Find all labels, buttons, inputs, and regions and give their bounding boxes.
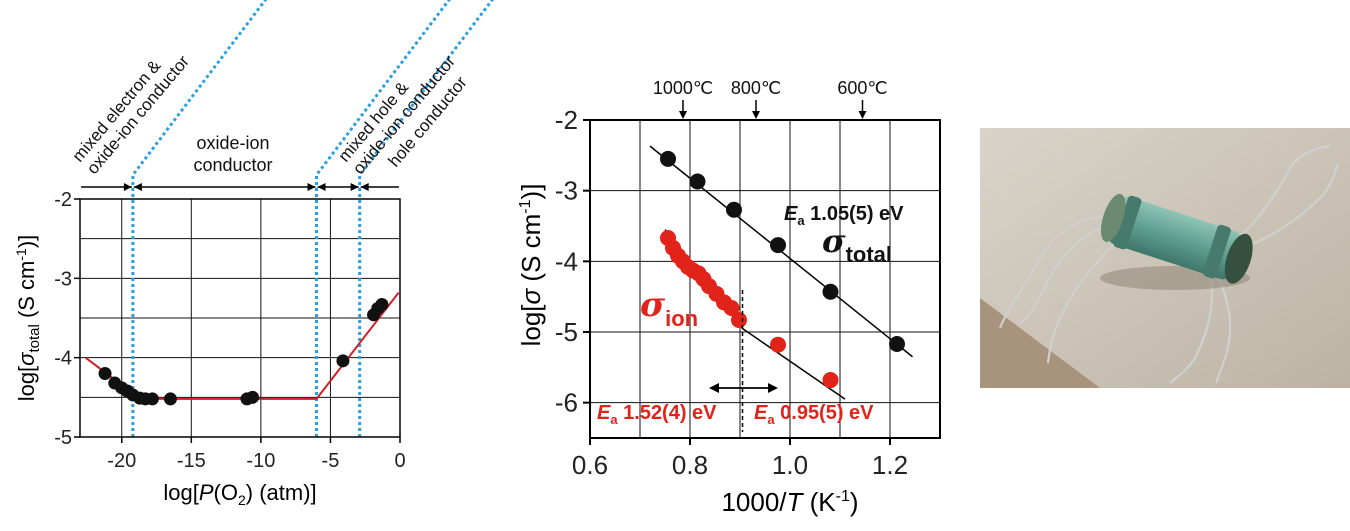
chart1-ylabel: log[σtotal (S cm-1)] [13, 235, 43, 402]
chart1-arrowhead [317, 183, 326, 191]
chart1-y-tick-label: -5 [54, 427, 72, 449]
chart1-y-tick-label: -4 [54, 348, 72, 370]
chart2-point-total [822, 283, 839, 300]
chart2: 0.6 0.8 1.0 1.2 -2 -3 -4 -5 -6 1000℃ 800℃ 600℃ Ea … [516, 78, 941, 517]
chart1-point [163, 392, 177, 406]
chart2-point-total [770, 237, 786, 254]
chart2-point-total [726, 201, 742, 218]
chart2-top-arrowhead [752, 111, 760, 119]
chart2-top-arrowhead [679, 111, 687, 119]
chart2-y-tick-label: -4 [555, 246, 578, 276]
chart2-top-label: 800℃ [731, 78, 781, 98]
chart1-arrowhead [123, 183, 132, 191]
chart2-point-total [660, 150, 676, 167]
chart1-boundary-line [315, 0, 451, 437]
chart2-point-total [889, 336, 905, 353]
chart2-top-label: 1000℃ [653, 78, 713, 98]
chart2-x-tick-label: 1.0 [772, 450, 808, 480]
chart1-point [145, 392, 159, 406]
chart1-arrowhead [133, 183, 142, 191]
chart1-x-tick-label: 0 [394, 450, 405, 472]
chart1-boundary-line [131, 0, 268, 437]
chart2-x-tick-label: 0.8 [672, 450, 708, 480]
chart1-x-tick-label: -5 [322, 450, 340, 472]
chart1-point [246, 390, 260, 404]
chart1-tick-labels: -20 -15 -10 -5 0 -2 -3 -4 -5 [54, 189, 405, 472]
chart1-region-label-oxide-ion: oxide-ion conductor [193, 133, 272, 175]
chart2-point-ion [723, 299, 740, 316]
chart1-y-tick-label: -2 [54, 189, 72, 211]
sample-photo-drawing [980, 128, 1350, 388]
sample-photo [980, 128, 1350, 388]
chart2-data-points [660, 150, 905, 389]
chart2-series-total-label: σtotal [822, 222, 892, 267]
chart2-y-tick-label: -2 [555, 105, 578, 135]
chart2-point-ion [822, 372, 839, 389]
chart1-arrowhead [360, 183, 369, 191]
chart1-region-boundaries [131, 0, 494, 437]
chart2-top-label: 600℃ [837, 78, 887, 98]
chart2-point-ion [770, 336, 786, 353]
chart2-xlabel: 1000/T (K-1) [721, 487, 858, 517]
chart1-arrowhead [307, 183, 316, 191]
chart2-series-ion-label: σion [640, 285, 698, 331]
chart2-top-temperature-axis: 1000℃ 800℃ 600℃ [653, 78, 888, 119]
chart1-y-tick-label: -3 [54, 268, 72, 290]
chart2-arrowhead [768, 383, 778, 393]
chart1-xlabel: log[P(O2) (atm)] [163, 480, 316, 508]
chart2-arrowhead [709, 383, 719, 393]
chart1-arrowhead [350, 183, 359, 191]
chart2-point-ion [731, 311, 747, 328]
chart2-tick-labels: 0.6 0.8 1.0 1.2 -2 -3 -4 -5 -6 [555, 105, 908, 480]
chart1-plot-frame [79, 198, 401, 438]
chart1-data-points [98, 298, 389, 406]
chart2-grid [590, 120, 940, 438]
chart2-ea-ion-low-label: Ea 1.52(4) eV [597, 402, 717, 427]
chart1-point [336, 354, 350, 368]
chart2-x-tick-label: 1.2 [872, 450, 908, 480]
chart2-ea-total-label: Ea 1.05(5) eV [784, 203, 904, 228]
chart2-plot-frame [589, 119, 941, 439]
chart2-ea-ion-high-label: Ea 0.95(5) eV [754, 402, 874, 427]
chart1-region-labels: mixed electron &oxide-ion conductor oxide… [69, 39, 471, 178]
chart1-x-tick-label: -15 [177, 450, 206, 472]
chart2-x-tick-label: 0.6 [572, 450, 608, 480]
chart2-y-tick-label: -5 [555, 317, 578, 347]
chart1-grid [80, 199, 400, 437]
pellet-cylinder [1100, 193, 1253, 284]
chart2-y-tick-label: -6 [555, 388, 578, 418]
chart2-point-total [689, 173, 706, 190]
chart1-region-label-mixed-electron: mixed electron &oxide-ion conductor [69, 39, 194, 177]
chart1-point [98, 367, 112, 381]
chart2-ylabel: log[σ (S cm-1)] [516, 184, 546, 347]
chart2-y-tick-label: -3 [555, 176, 578, 206]
chart1: -20 -15 -10 -5 0 -2 -3 -4 -5 mixed electron &oxi… [13, 0, 494, 508]
chart1-boundary-line [358, 0, 494, 437]
chart1-region-arrows [81, 183, 399, 191]
chart1-x-tick-label: -20 [107, 450, 136, 472]
chart2-top-arrowhead [858, 111, 867, 119]
chart1-point [375, 298, 389, 312]
chart1-x-tick-label: -10 [246, 450, 275, 472]
